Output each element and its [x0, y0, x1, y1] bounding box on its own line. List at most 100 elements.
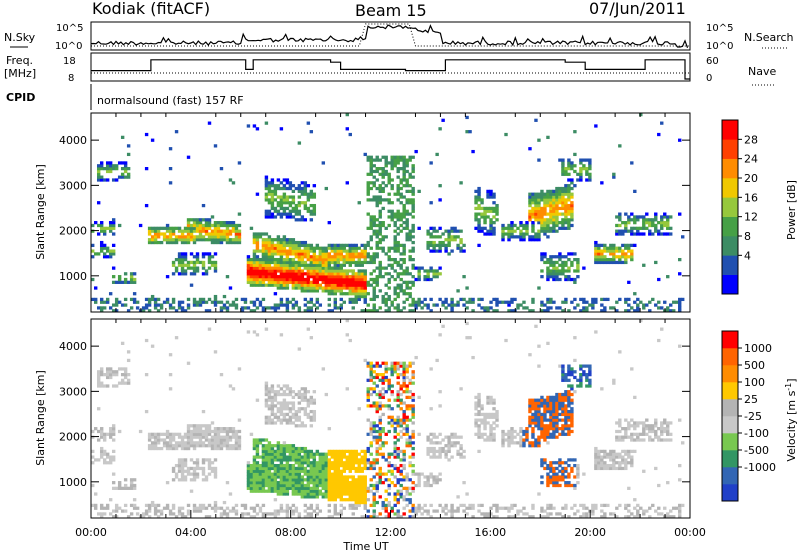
heatmap-cell: [177, 463, 182, 468]
heatmap-cell: [558, 252, 562, 256]
heatmap-cell: [333, 463, 337, 468]
heatmap-cell: [261, 515, 266, 519]
heatmap-cell: [303, 478, 308, 482]
heatmap-cell: [522, 226, 526, 230]
heatmap-cell: [636, 297, 640, 302]
heatmap-cell: [627, 280, 631, 284]
heatmap-cell: [330, 260, 334, 265]
heatmap-cell: [288, 269, 293, 273]
heatmap-cell: [411, 229, 415, 233]
heatmap-cell: [360, 283, 364, 287]
heatmap-cell: [639, 215, 643, 219]
heatmap-cell: [279, 201, 284, 205]
heatmap-cell: [678, 272, 682, 276]
heatmap-cell: [201, 424, 206, 428]
heatmap-cell: [198, 503, 203, 508]
heatmap-cell: [543, 466, 547, 471]
heatmap-cell: [552, 221, 556, 225]
heatmap-cell: [288, 449, 293, 454]
heatmap-cell: [276, 483, 281, 488]
heatmap-cell: [204, 429, 209, 434]
heatmap-cell: [522, 432, 526, 436]
heatmap-cell: [375, 429, 379, 434]
heatmap-cell: [111, 280, 116, 284]
heatmap-cell: [333, 246, 337, 250]
heatmap-cell: [492, 309, 496, 313]
heatmap-cell: [429, 297, 433, 302]
heatmap-cell: [303, 412, 308, 417]
heatmap-cell: [153, 509, 158, 513]
heatmap-cell: [576, 275, 580, 279]
heatmap-cell: [192, 255, 197, 259]
heatmap-cell: [378, 364, 382, 368]
heatmap-cell: [354, 498, 358, 502]
heatmap-cell: [537, 444, 541, 448]
heatmap-cell: [369, 478, 373, 482]
heatmap-cell: [540, 515, 544, 519]
heatmap-cell: [258, 277, 263, 282]
heatmap-cell: [648, 229, 652, 233]
heatmap-cell: [438, 266, 442, 270]
heatmap-cell: [378, 395, 382, 399]
heatmap-cell: [267, 444, 272, 448]
heatmap-cell: [402, 252, 406, 256]
heatmap-cell: [681, 297, 685, 302]
heatmap-cell: [237, 238, 242, 242]
heatmap-cell: [174, 446, 179, 451]
heatmap-cell: [309, 218, 314, 222]
heatmap-cell: [276, 275, 281, 279]
heatmap-cell: [252, 463, 257, 468]
heatmap-cell: [447, 458, 451, 462]
heatmap-cell: [324, 280, 329, 284]
heatmap-cell: [162, 300, 167, 304]
heatmap-cell: [525, 435, 529, 439]
heatmap-cell: [450, 444, 454, 448]
heatmap-cell: [393, 367, 397, 371]
heatmap-cell: [234, 226, 239, 230]
heatmap-cell: [258, 509, 263, 513]
heatmap-cell: [654, 218, 658, 222]
heatmap-cell: [177, 478, 182, 482]
heatmap-cell: [300, 495, 305, 499]
heatmap-cell: [558, 257, 562, 262]
heatmap-cell: [285, 515, 290, 519]
heatmap-cell: [483, 512, 487, 516]
heatmap-cell: [438, 333, 442, 337]
heatmap-cell: [249, 260, 254, 265]
heatmap-cell: [294, 392, 299, 397]
heatmap-cell: [288, 184, 293, 188]
heatmap-cell: [255, 398, 260, 402]
heatmap-cell: [300, 486, 305, 490]
heatmap-cell: [291, 269, 296, 273]
heatmap-cell: [537, 427, 541, 431]
heatmap-cell: [372, 306, 376, 310]
heatmap-cell: [441, 446, 445, 451]
heatmap-cell: [303, 390, 308, 394]
heatmap-cell: [366, 449, 370, 454]
heatmap-cell: [327, 475, 332, 479]
heatmap-cell: [366, 309, 370, 313]
heatmap-cell: [525, 427, 529, 431]
heatmap-cell: [519, 229, 523, 233]
heatmap-cell: [315, 495, 320, 499]
heatmap-cell: [444, 455, 448, 459]
heatmap-cell: [96, 407, 101, 411]
power-colorbar-swatches: [722, 120, 738, 295]
heatmap-cell: [306, 512, 311, 516]
heatmap-cell: [387, 181, 391, 185]
heatmap-cell: [495, 503, 499, 508]
heatmap-cell: [567, 164, 571, 168]
heatmap-cell: [663, 215, 667, 219]
heatmap-cell: [210, 238, 215, 242]
heatmap-cell: [339, 280, 343, 284]
heatmap-cell: [543, 195, 547, 199]
heatmap-cell: [438, 226, 442, 230]
heatmap-cell: [396, 294, 400, 299]
heatmap-cell: [390, 257, 394, 262]
heatmap-cell: [327, 260, 332, 265]
heatmap-cell: [195, 444, 200, 448]
heatmap-cell: [147, 309, 152, 313]
heatmap-cell: [297, 141, 302, 145]
heatmap-cell: [180, 466, 185, 471]
heatmap-cell: [273, 292, 278, 296]
